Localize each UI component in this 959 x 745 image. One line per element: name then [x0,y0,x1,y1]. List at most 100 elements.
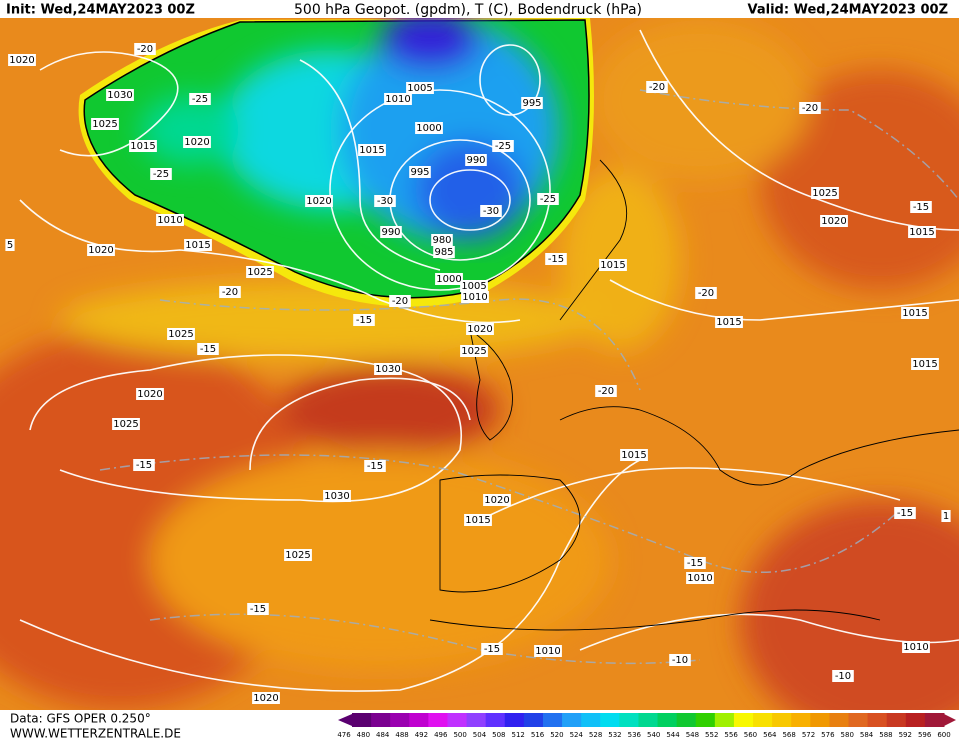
map-label: 1025 [168,329,193,340]
colorbar-tick-label: 540 [647,731,660,739]
colorbar-tick-label: 492 [415,731,428,739]
label-box [715,316,743,328]
label-box [537,193,559,205]
label-box [415,122,443,134]
colorbar-swatch [562,713,582,727]
colorbar-swatch [867,713,888,727]
label-box [247,603,269,615]
label-box [380,226,402,238]
map-label: -10 [672,655,688,666]
colorbar-swatch [428,713,448,727]
label-box [136,388,164,400]
map-label: 1015 [716,317,741,328]
map-label: -30 [377,196,393,207]
map-label: 1015 [465,515,490,526]
map-label: 1020 [9,55,34,66]
map-label: 1030 [324,491,349,502]
label-box [894,507,916,519]
colorbar-tick-label: 588 [879,731,892,739]
colorbar-swatch [352,713,372,727]
label-box [534,645,562,657]
colorbar-swatch [753,713,773,727]
colorbar-tick-label: 484 [376,731,390,739]
map-label: 1005 [407,83,432,94]
label-box [374,195,396,207]
colorbar-tick-label: 520 [550,731,563,739]
label-box [902,641,930,653]
colorbar-tick-label: 536 [628,731,642,739]
label-box [460,345,488,357]
colorbar-swatch [504,713,525,727]
colorbar-tick-label: 584 [860,731,874,739]
label-box [374,363,402,375]
colorbar-tick-label: 600 [937,731,950,739]
map-label: 1020 [306,196,331,207]
label-box [150,168,172,180]
label-box [252,692,280,704]
map-label: -10 [835,671,851,682]
map-label: 1025 [92,119,117,130]
label-box [5,239,15,251]
colorbar-swatch [542,713,563,727]
colorbar-tick-label: 548 [686,731,699,739]
map-label: 985 [434,247,453,258]
label-box [91,118,119,130]
map-label: -15 [548,254,564,265]
label-box [911,358,939,370]
map-labels: 1020 1030 1025 1015 1020 -20 -25 -25 1010 1015 102… [5,43,951,704]
map-label: -15 [484,644,500,655]
label-box [435,273,463,285]
map-label: 1020 [184,137,209,148]
map-label: 1015 [130,141,155,152]
map-title: 500 hPa Geopot. (gpdm), T (C), Bodendruc… [294,2,642,18]
label-box [133,459,155,471]
map-label: 1015 [621,450,646,461]
map-label: 995 [410,167,429,178]
map-label: 1015 [902,308,927,319]
label-box [595,385,617,397]
colorbar-swatch [581,713,601,727]
map-label: 1010 [157,215,182,226]
label-box [106,89,134,101]
label-box [811,187,839,199]
colorbar-tick-label: 476 [337,731,351,739]
map-label: -15 [913,202,929,213]
colorbar-swatch [409,713,429,727]
label-box [87,244,115,256]
label-box [246,266,274,278]
map [0,18,959,710]
map-label: 995 [522,98,541,109]
label-box [908,226,936,238]
label-box [820,215,848,227]
colorbar-tick-label: 528 [589,731,602,739]
map-label: 1015 [359,145,384,156]
label-box [134,43,156,55]
colorbar-tick-label: 508 [492,731,505,739]
label-box [483,494,511,506]
map-label: -20 [698,288,714,299]
map-label: 1020 [88,245,113,256]
label-box [832,670,854,682]
map-label: 980 [432,235,451,246]
colorbar-arrow-right [944,714,956,726]
map-label: -15 [897,508,913,519]
map-label: 1025 [285,550,310,561]
label-box [189,93,211,105]
label-box [183,136,211,148]
colorbar-swatch [714,713,735,727]
map-label: -20 [137,44,153,55]
label-box [284,549,312,561]
colorbar-swatch [886,713,907,727]
site-name: WWW.WETTERZENTRALE.DE [10,727,181,741]
map-label: 1020 [137,389,162,400]
colorbar-swatch [447,713,468,727]
map-label: -15 [356,315,372,326]
colorbar-tick-label: 572 [802,731,815,739]
map-label: 990 [466,155,485,166]
map-label: -20 [392,296,408,307]
colorbar-tick-label: 516 [531,731,545,739]
map-label: 1010 [462,292,487,303]
colorbar-swatch [638,713,659,727]
label-box [599,259,627,271]
